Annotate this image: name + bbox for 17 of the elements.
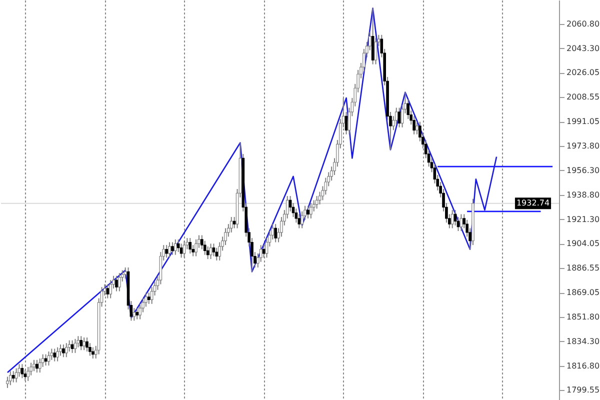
y-tick-label: 1973.80 [566,141,600,150]
y-tick-label: 1799.55 [566,385,600,394]
y-tick-label: 1816.80 [566,361,600,370]
y-tick-label: 2026.05 [566,68,600,78]
y-tick-label: 1834.30 [566,336,600,346]
y-tick-label: 1938.80 [566,190,600,200]
y-tick-label: 1851.80 [566,312,600,322]
y-tick-label: 1904.05 [566,239,600,248]
y-tick-label: 1921.30 [566,214,600,224]
y-tick-label: 1956.30 [566,166,600,175]
y-tick-label: 2043.30 [566,44,600,53]
y-tick-label: 1869.05 [566,288,600,298]
ref-line-label: 1932.74 [516,198,550,208]
y-tick-label: 1886.55 [566,264,600,273]
y-tick-label: 2008.55 [566,92,600,102]
y-tick-label: 2060.80 [566,19,600,28]
y-tick-label: 1991.05 [566,117,600,126]
